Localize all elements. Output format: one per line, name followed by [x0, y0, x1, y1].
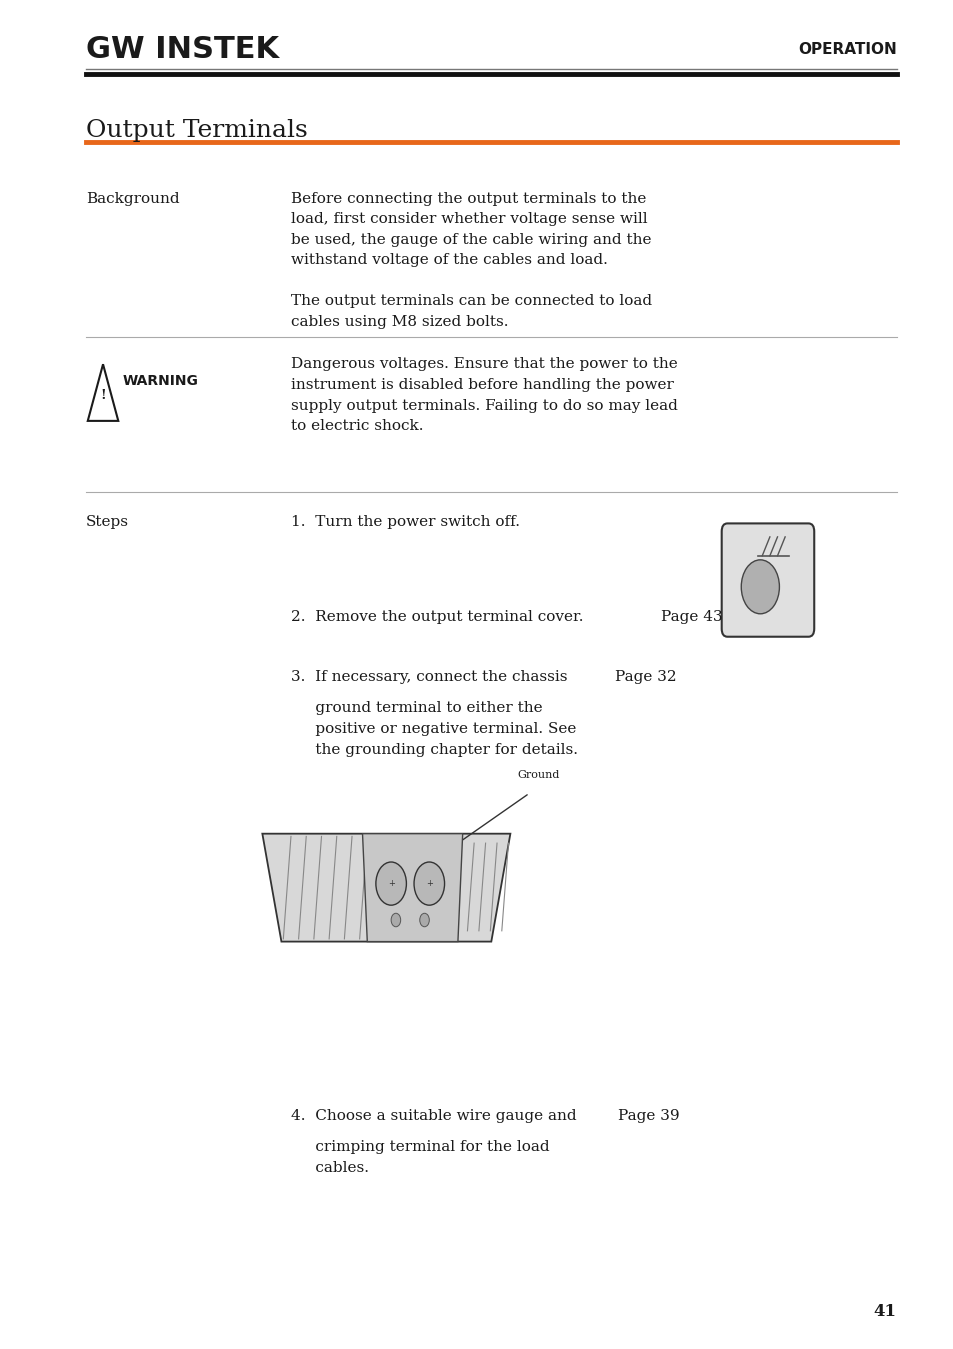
Text: +: +	[387, 880, 395, 888]
Text: 41: 41	[873, 1303, 896, 1319]
Text: !: !	[100, 389, 106, 402]
Text: Page 32: Page 32	[615, 670, 677, 684]
Text: Steps: Steps	[86, 515, 129, 529]
Text: Background: Background	[86, 192, 179, 205]
Text: GW INSTEK: GW INSTEK	[86, 35, 278, 65]
Circle shape	[414, 862, 444, 905]
Text: Output Terminals: Output Terminals	[86, 119, 307, 142]
Text: Page 39: Page 39	[618, 1109, 679, 1122]
Text: ground terminal to either the
     positive or negative terminal. See
     the g: ground terminal to either the positive o…	[291, 701, 578, 757]
Polygon shape	[362, 834, 462, 942]
Polygon shape	[262, 834, 510, 942]
Circle shape	[419, 913, 429, 927]
Text: 4.  Choose a suitable wire gauge and: 4. Choose a suitable wire gauge and	[291, 1109, 576, 1122]
Circle shape	[391, 913, 400, 927]
Text: Dangerous voltages. Ensure that the power to the
instrument is disabled before h: Dangerous voltages. Ensure that the powe…	[291, 357, 678, 433]
Text: 1.  Turn the power switch off.: 1. Turn the power switch off.	[291, 515, 519, 529]
Text: +: +	[425, 880, 433, 888]
Text: The output terminals can be connected to load
cables using M8 sized bolts.: The output terminals can be connected to…	[291, 294, 652, 329]
Text: Before connecting the output terminals to the
load, first consider whether volta: Before connecting the output terminals t…	[291, 192, 651, 267]
FancyBboxPatch shape	[721, 523, 813, 637]
Text: 3.  If necessary, connect the chassis: 3. If necessary, connect the chassis	[291, 670, 567, 684]
Text: Page 43: Page 43	[660, 610, 722, 623]
Circle shape	[375, 862, 406, 905]
Text: OPERATION: OPERATION	[797, 42, 896, 58]
Text: WARNING: WARNING	[122, 374, 198, 387]
Text: crimping terminal for the load
     cables.: crimping terminal for the load cables.	[291, 1140, 549, 1175]
Circle shape	[740, 560, 779, 614]
Text: 2.  Remove the output terminal cover.: 2. Remove the output terminal cover.	[291, 610, 583, 623]
Text: Ground: Ground	[517, 770, 559, 780]
